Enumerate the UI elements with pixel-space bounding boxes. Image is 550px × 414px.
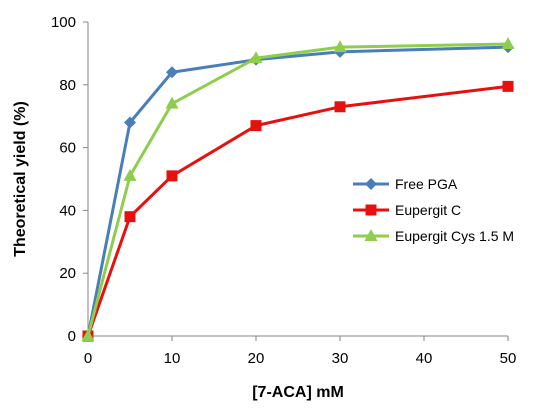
- square-marker: [166, 170, 178, 182]
- x-axis-title: [7-ACA] mM: [252, 384, 344, 401]
- triangle-marker: [81, 329, 95, 341]
- series-line-2: [86, 84, 509, 337]
- square-marker: [334, 101, 346, 113]
- triangle-marker: [364, 229, 378, 241]
- x-tick-label: 10: [164, 350, 181, 367]
- triangle-marker: [333, 40, 347, 53]
- triangle-marker: [249, 51, 263, 64]
- y-tick-label: 40: [59, 202, 76, 219]
- legend-label: Eupergit Cys 1.5 M: [395, 228, 514, 244]
- triangle-marker: [165, 96, 179, 109]
- legend: Free PGA Eupergit C Eupergit Cys 1.5 M: [353, 176, 514, 244]
- x-tick-label: 0: [84, 350, 92, 367]
- triangle-marker: [123, 168, 137, 181]
- legend-label: Free PGA: [395, 176, 458, 192]
- square-marker: [365, 204, 377, 216]
- series-line-3: [86, 42, 509, 337]
- triangle-marker: [501, 36, 515, 49]
- legend-label: Eupergit C: [395, 202, 461, 218]
- diamond-marker: [124, 116, 136, 129]
- diamond-marker: [365, 178, 377, 190]
- y-tick-label: 80: [59, 77, 76, 94]
- series-line-1: [86, 45, 509, 337]
- y-tick-label: 60: [59, 140, 76, 157]
- y-axis-title: Theoretical yield (%): [12, 101, 29, 257]
- y-tick-label: 20: [59, 265, 76, 282]
- square-marker: [502, 80, 514, 92]
- x-tick-label: 30: [332, 350, 349, 367]
- plot-area: 0 20 40 60 80 100 0 10 20 30 40 50: [51, 14, 516, 367]
- diamond-marker: [166, 66, 178, 79]
- y-tick-label: 100: [51, 14, 76, 31]
- x-tick-label: 20: [248, 350, 265, 367]
- square-marker: [124, 211, 136, 223]
- square-marker: [250, 120, 262, 132]
- x-tick-label: 50: [500, 350, 517, 367]
- x-tick-label: 40: [416, 350, 433, 367]
- y-tick-label: 0: [68, 328, 76, 345]
